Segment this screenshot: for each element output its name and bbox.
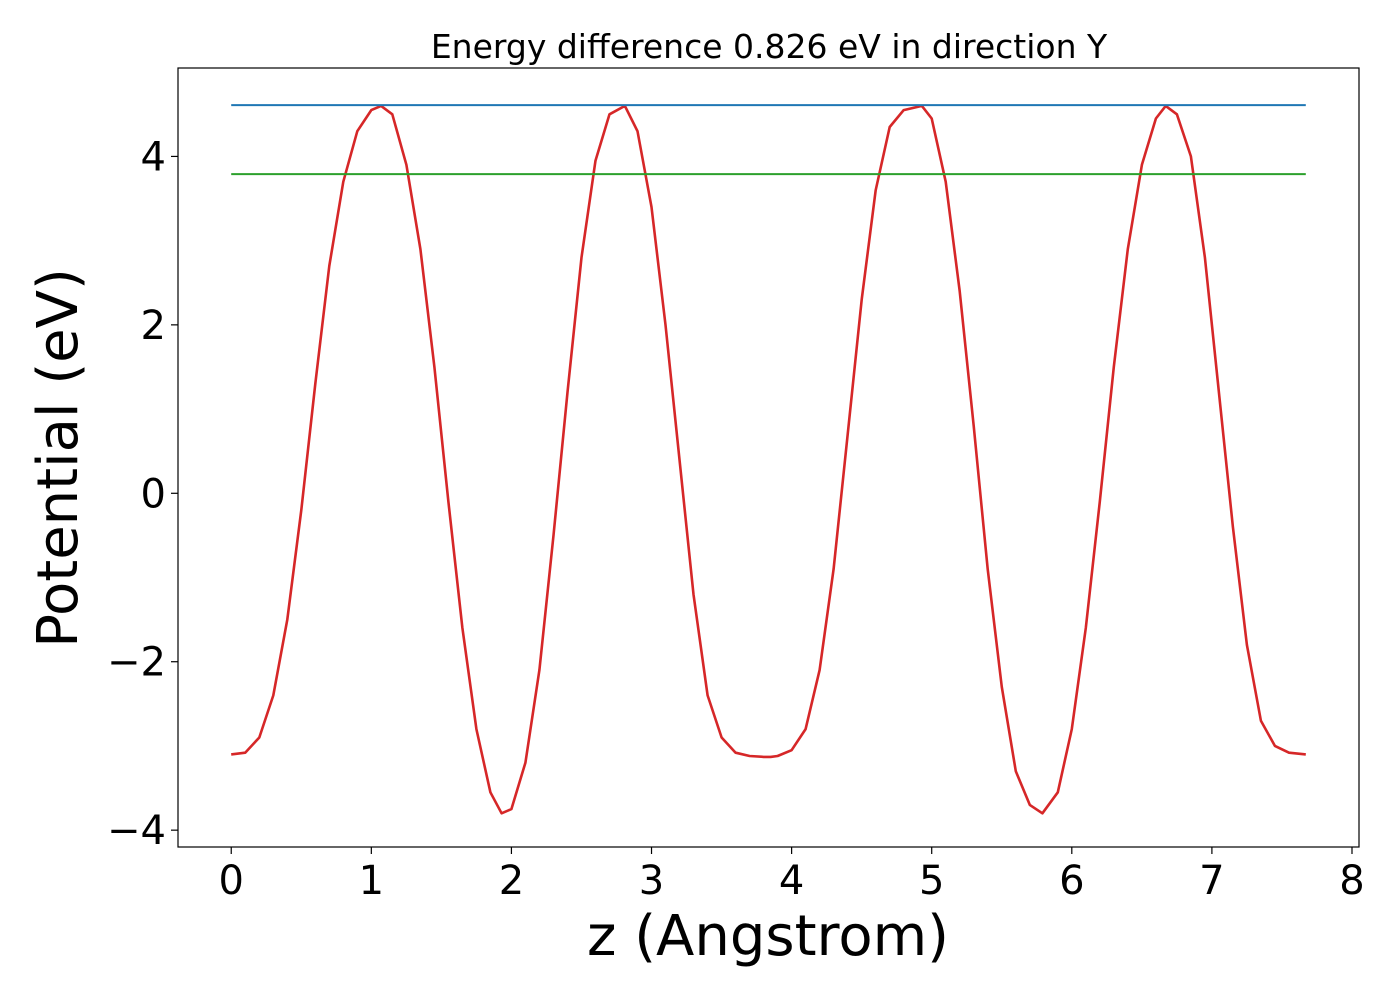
x-axis-ticks: 0 1 2 3 4 5 6 7 8	[219, 847, 1365, 904]
y-axis-label: Potential (eV)	[26, 268, 91, 648]
y-tick-label: −2	[107, 640, 166, 686]
x-tick-label: 5	[919, 858, 944, 904]
y-tick-label: 4	[141, 134, 166, 180]
potential-line	[231, 104, 1306, 815]
series-layer	[231, 104, 1306, 815]
x-tick-label: 7	[1199, 858, 1224, 904]
y-tick-label: 2	[141, 303, 166, 349]
chart-title: Energy difference 0.826 eV in direction …	[431, 27, 1108, 66]
plot-frame	[177, 67, 1360, 848]
y-tick-label: −4	[107, 808, 166, 854]
x-tick-label: 6	[1059, 858, 1084, 904]
x-axis-label: z (Angstrom)	[587, 904, 949, 969]
x-tick-label: 1	[359, 858, 384, 904]
x-tick-label: 8	[1339, 858, 1364, 904]
y-tick-label: 0	[141, 471, 166, 517]
x-tick-label: 4	[779, 858, 804, 904]
x-tick-label: 2	[499, 858, 524, 904]
y-axis-ticks: −4 −2 0 2 4	[107, 134, 178, 854]
x-tick-label: 0	[219, 858, 244, 904]
x-tick-label: 3	[639, 858, 664, 904]
